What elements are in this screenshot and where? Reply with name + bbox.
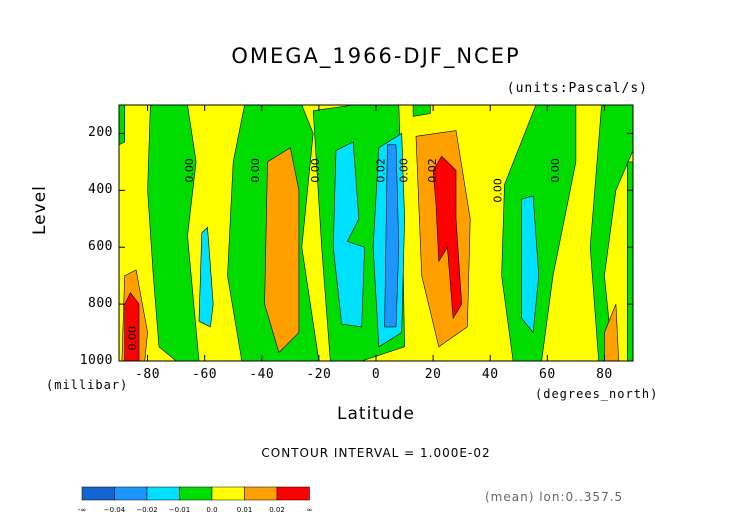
colorbar	[81, 486, 310, 501]
y-axis-unit: (millibar)	[46, 378, 129, 392]
y-tick-label: 200	[88, 125, 113, 141]
colorbar-swatch-3	[179, 486, 213, 501]
colorbar-level-label: 0.02	[269, 506, 285, 514]
contour-label-5: 0.02	[426, 158, 439, 183]
colorbar-level-label: ∞	[306, 506, 313, 514]
colorbar-swatch-2	[146, 486, 180, 501]
region-red-2	[124, 292, 140, 362]
chart-title: OMEGA_1966-DJF_NCEP	[231, 44, 521, 68]
axis-ticks	[119, 105, 633, 362]
colorbar-level-label: −0.01	[168, 506, 191, 514]
colorbar-level-label: 0.0	[206, 506, 218, 514]
colorbar-level-label: −0.02	[136, 506, 158, 514]
y-axis-label: Level	[30, 185, 50, 235]
colorbar-level-label: -∞	[77, 506, 87, 514]
colorbar-level-label: 0.01	[236, 506, 253, 514]
contour-label-2: 0.00	[309, 158, 322, 183]
x-tick-label: 40	[481, 367, 499, 382]
contour-label-7: 0.00	[549, 158, 562, 183]
contour-label-8: 0.00	[126, 326, 139, 351]
x-tick-label: 20	[424, 367, 442, 382]
x-tick-label: 80	[596, 367, 613, 382]
x-tick-label: 60	[539, 367, 556, 382]
contour-label-0: 0.00	[183, 158, 196, 183]
region-cyan-1	[332, 141, 365, 328]
contour-label-4: 0.00	[397, 158, 410, 183]
x-tick-label: 0	[371, 367, 381, 382]
y-tick-label: 400	[88, 182, 113, 198]
contour-interval-text: CONTOUR INTERVAL = 1.000E-02	[261, 446, 491, 460]
region-green-7	[626, 161, 634, 362]
x-tick-label: -60	[192, 367, 218, 382]
colorbar-swatch-0	[81, 486, 115, 501]
y-tick-label: 800	[88, 296, 113, 312]
y-tick-label: 1000	[79, 353, 113, 368]
mean-range-text: (mean) lon:0..357.5	[485, 490, 624, 504]
colorbar-swatch-5	[244, 486, 278, 501]
colorbar-swatch-1	[114, 486, 148, 501]
filled-contour-regions	[118, 104, 634, 362]
region-blue-1	[384, 144, 400, 328]
x-axis-label: Latitude	[337, 404, 415, 424]
contour-label-1: 0.00	[249, 158, 262, 183]
colorbar-swatch-4	[211, 486, 245, 501]
x-tick-label: -20	[306, 367, 332, 382]
region-red-1	[432, 155, 463, 320]
y-tick-label: 600	[88, 239, 113, 255]
contour-label-6: 0.00	[492, 178, 505, 203]
x-tick-label: -80	[135, 367, 161, 382]
region-cyan-3	[521, 195, 540, 334]
region-green-sp	[118, 104, 125, 146]
contour-label-3: 0.02	[375, 158, 388, 183]
colorbar-level-label: −0.04	[103, 506, 126, 514]
x-axis-unit: (degrees_north)	[535, 387, 659, 401]
units-label: (units:Pascal/s)	[506, 81, 648, 96]
region-orange-1	[264, 147, 300, 354]
region-cyan-2	[198, 226, 214, 328]
colorbar-swatch-6	[276, 486, 310, 501]
x-tick-label: -40	[249, 367, 275, 382]
contour-labels: 0.00 0.00 0.00 0.02 0.00 0.02 0.00 0.00 0.00	[126, 158, 562, 350]
